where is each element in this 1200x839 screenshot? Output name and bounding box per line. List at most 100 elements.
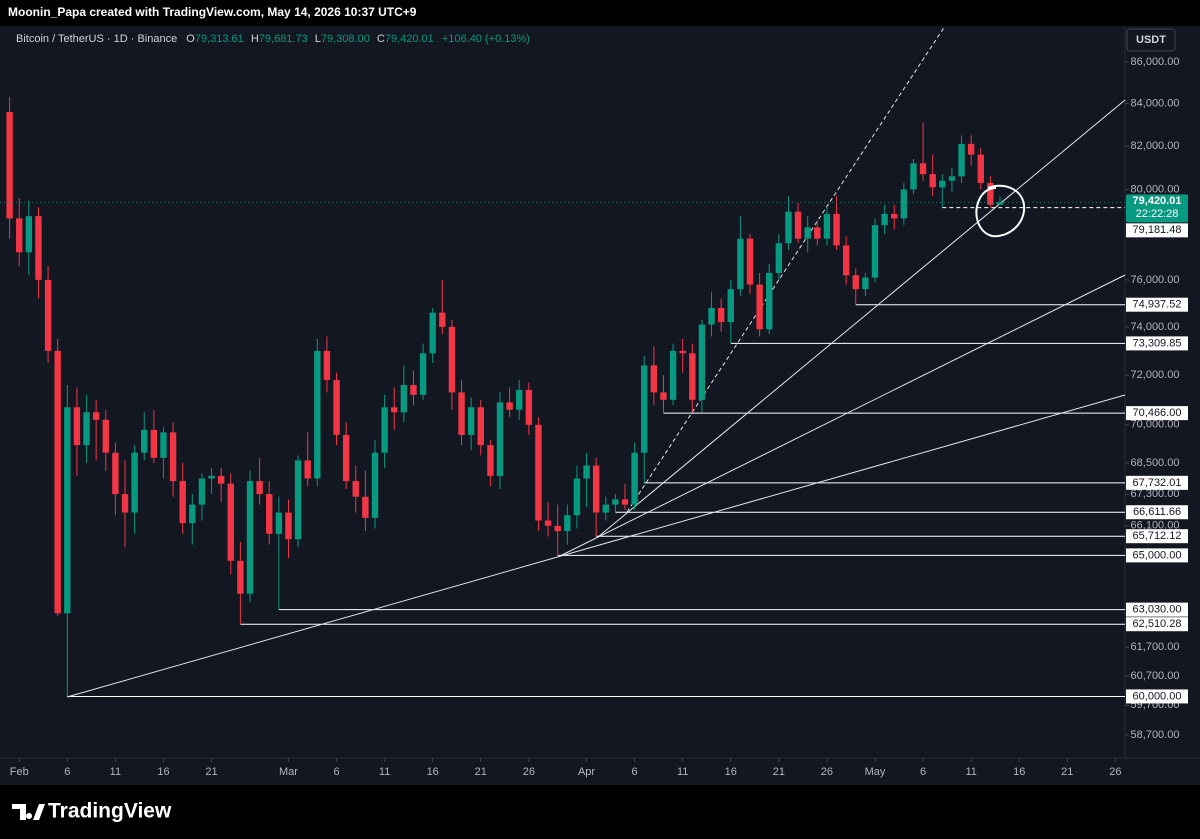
x-tick-label: 11 [965, 766, 976, 778]
symbol-legend: Bitcoin / TetherUS · 1D · Binance O79,31… [16, 33, 530, 45]
candle-body [410, 384, 417, 395]
y-tick-label: 72,000.00 [1131, 369, 1180, 381]
footer-logo: TradingView [12, 800, 172, 823]
candle-body [371, 452, 379, 518]
level-label-box [1126, 548, 1188, 563]
candle-body [804, 227, 811, 239]
candle-body [246, 481, 254, 594]
candle-body [842, 245, 850, 276]
candle-body [141, 429, 148, 453]
level-label: 66,611.66 [1133, 506, 1181, 518]
level-label: 67,732.01 [1133, 477, 1182, 489]
candle-body [439, 312, 446, 327]
candle-body [198, 478, 206, 505]
level-label: 70,466.00 [1133, 407, 1182, 419]
candle-body [506, 402, 513, 410]
candle-body [948, 176, 956, 181]
candle-body [583, 465, 590, 479]
candle-body [929, 174, 936, 188]
y-tick-label: 61,700.00 [1131, 641, 1180, 653]
header-text: Moonin_Papa created with TradingView.com… [8, 5, 417, 19]
candle-body [573, 478, 581, 516]
candle-body [256, 481, 263, 495]
trend-line [66, 394, 1126, 698]
candle-body [669, 350, 677, 400]
candle-body [458, 392, 465, 435]
x-tick-label: 6 [920, 766, 926, 778]
candle-body [833, 213, 840, 246]
candle-body [737, 238, 744, 290]
candle-body [381, 407, 388, 453]
candle-body [554, 525, 561, 532]
candle-body [756, 284, 763, 330]
x-tick-label: 21 [773, 766, 785, 778]
candle-body [631, 452, 638, 505]
level-label-box [1126, 336, 1188, 351]
candle-body [516, 389, 523, 410]
level-label: 63,030.00 [1133, 604, 1182, 616]
currency-box[interactable] [1126, 28, 1176, 52]
candle-body [304, 460, 311, 479]
candle-body [314, 350, 321, 479]
candle-body [650, 365, 658, 393]
candle-body [708, 307, 715, 325]
y-tick-label: 60,700.00 [1131, 670, 1180, 682]
last-price-box [1126, 194, 1188, 223]
hand-drawn-circle [975, 184, 1026, 238]
x-tick-label: 16 [1013, 766, 1025, 778]
candle-body [785, 211, 792, 244]
x-tick-label: 26 [821, 766, 833, 778]
ohlc-value: 79,313.61 [195, 33, 244, 45]
y-tick-label: 84,000.00 [1131, 97, 1180, 109]
candle-body [967, 143, 975, 155]
candle-body [419, 353, 427, 395]
candle-body [448, 326, 456, 393]
x-tick-label: 11 [677, 766, 688, 778]
ohlc-key: H [251, 33, 259, 45]
level-label-box [1126, 223, 1188, 238]
level-label-box [1126, 602, 1188, 617]
x-tick-label: 6 [64, 766, 70, 778]
x-tick-label: 16 [157, 766, 169, 778]
x-tick-label: 21 [475, 766, 487, 778]
candle-body [64, 407, 71, 614]
candle-body [794, 211, 802, 239]
candle-body [54, 350, 61, 614]
logo-icon [12, 804, 45, 820]
x-tick-label: Feb [10, 766, 29, 778]
ohlc-value: 79,420.01 [385, 33, 434, 45]
x-tick-label: 6 [632, 766, 638, 778]
candle-body [121, 494, 129, 513]
candle-body [871, 225, 879, 278]
trend-line [597, 99, 1126, 538]
candle-body [294, 460, 302, 540]
countdown: 22:22:28 [1136, 208, 1179, 220]
level-label: 60,000.00 [1133, 690, 1182, 702]
candle-body [160, 432, 167, 458]
candle-body [987, 182, 994, 205]
candle-body [621, 499, 629, 505]
candle-body [823, 213, 831, 239]
candle-body [891, 213, 898, 219]
ohlc-key: O [186, 33, 195, 45]
candle-body [698, 324, 706, 400]
candle-body [977, 154, 984, 183]
candle-body [689, 353, 696, 400]
candle-body [525, 389, 533, 425]
candle-body [958, 143, 965, 177]
candle-body [362, 496, 369, 518]
candle-body [150, 429, 158, 458]
level-label: 65,712.12 [1133, 530, 1182, 542]
candle-body [35, 216, 42, 280]
candle-body [862, 277, 869, 290]
candle-body [83, 412, 90, 446]
x-tick-label: 21 [1061, 766, 1073, 778]
candle-body [900, 189, 908, 219]
trend-lines [66, 25, 1126, 698]
candle-body [814, 227, 821, 239]
trend-line [626, 25, 946, 513]
y-tick-label: 82,000.00 [1131, 140, 1180, 152]
y-tick-label: 80,000.00 [1131, 183, 1180, 195]
x-tick-label: 21 [205, 766, 217, 778]
